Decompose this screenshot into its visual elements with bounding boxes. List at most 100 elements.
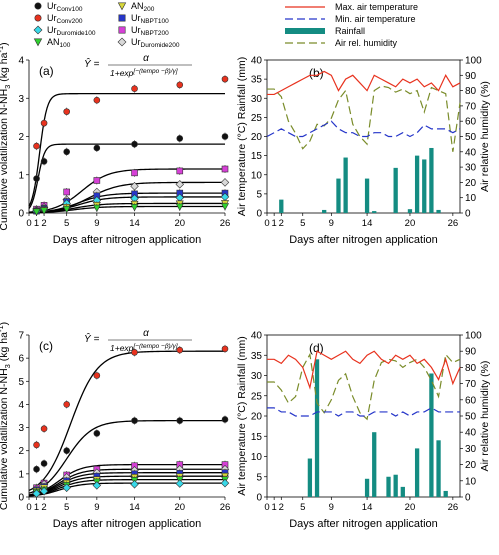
y-axis-title: Cumulative volatilization N-NH3 (kg ha-1… — [0, 322, 12, 510]
y2-tick-label: 0 — [465, 493, 471, 504]
rainfall-bar-4 — [364, 178, 370, 213]
x-tick-label: 26 — [220, 502, 231, 513]
y2-tick-label: 90 — [465, 71, 477, 82]
x-axis-title: Days after nitrogen application — [53, 234, 202, 246]
y-tick-label: 20 — [251, 132, 263, 143]
fit-curve-6 — [28, 202, 225, 214]
data-point-s2-4 — [131, 169, 138, 177]
y-tick-label: 7 — [18, 331, 24, 342]
data-point-s1-4 — [131, 85, 138, 92]
y-tick-label: 10 — [251, 452, 263, 463]
legend-marker-0 — [34, 2, 42, 10]
rainfall-bar-5 — [393, 474, 398, 497]
x-tick-label: 2 — [279, 502, 284, 513]
panel-label: (a) — [39, 64, 54, 78]
x-tick-label: 0 — [264, 502, 269, 513]
legend-label-sub: 200 — [144, 6, 155, 13]
legend-label-main: Ur — [131, 25, 141, 35]
y-axis-title: Cumulative volatilization N-NH3 (kg ha-1… — [0, 42, 12, 230]
rainfall-bar-3 — [343, 157, 348, 213]
x-tick-label: 0 — [264, 218, 269, 229]
max-temperature-line — [267, 350, 461, 390]
equation-numerator: α — [143, 328, 149, 339]
legend-label-main: Ur — [131, 13, 141, 23]
y2-tick-label: 10 — [465, 476, 477, 487]
y-axis-title-unit: (kg ha — [0, 332, 10, 364]
equation-den-exponent: [−(tempo −β)/γ] — [132, 68, 177, 75]
data-point-s7-6 — [220, 203, 230, 211]
y-tick-label: 5 — [18, 377, 24, 388]
x-tick-label: 26 — [220, 218, 231, 229]
fit-curve-2 — [28, 463, 225, 496]
y-axis-title-main: Cumulative volatilization N-NH — [0, 89, 10, 231]
data-point-s1-1 — [40, 460, 48, 467]
x-tick-label: 20 — [174, 218, 185, 229]
legend-marker-6 — [118, 26, 126, 34]
x-tick-label: 2 — [41, 218, 46, 229]
data-point-s0-4 — [131, 349, 138, 356]
x-tick-label: 1 — [34, 502, 39, 513]
legend-label-sub: Duromide100 — [57, 30, 96, 37]
legend-weather-label-0: Max. air temperature — [335, 2, 418, 12]
legend-label-4: AN200 — [131, 1, 155, 13]
legend-label-sub: NBPT100 — [141, 18, 170, 25]
equation-numerator: α — [143, 53, 149, 64]
fit-curve-3 — [28, 468, 225, 496]
rainfall-bar-6 — [400, 486, 405, 497]
y2-tick-label: 70 — [465, 379, 477, 390]
x-tick-label: 1 — [271, 502, 276, 513]
y-axis-title-sub: 3 — [3, 85, 12, 89]
rainfall-bar-10 — [429, 147, 434, 213]
legend-marker-7 — [117, 37, 127, 47]
data-point-s0-1 — [40, 425, 48, 433]
x-tick-label: 1 — [271, 218, 276, 229]
equation-denominator: 1+exp[−(tempo −β)/γ] — [110, 343, 178, 353]
rainfall-bar-9 — [422, 159, 427, 213]
x-tick-label: 2 — [279, 218, 284, 229]
y-axis-title-main: Cumulative volatilization N-NH — [0, 368, 10, 510]
legend-label-sub: Conv100 — [57, 6, 83, 13]
x-tick-label: 20 — [174, 502, 185, 513]
y2-tick-label: 100 — [465, 56, 482, 67]
legend-weather-label-3: Air rel. humidity — [335, 38, 398, 48]
data-point-s7-1 — [39, 486, 49, 496]
x-axis-title: Days after nitrogen application — [289, 234, 438, 246]
panel-label: (d) — [309, 341, 324, 355]
rainfall-bar-9 — [436, 440, 441, 497]
y2-tick-label: 10 — [465, 193, 477, 204]
data-point-s2-5 — [176, 167, 184, 175]
min-temperature-line — [266, 120, 461, 138]
rainfall-bar-0 — [279, 199, 284, 213]
data-point-s2-3 — [93, 177, 101, 184]
fit-curve-4 — [28, 192, 225, 214]
rainfall-bar-0 — [307, 458, 313, 497]
data-point-s7-0 — [32, 208, 41, 216]
y-tick-label: 35 — [251, 75, 263, 86]
legend-marker-1 — [34, 14, 42, 22]
data-point-s1-0 — [33, 142, 40, 150]
rainfall-bar-5 — [372, 211, 377, 213]
legend-marker-3 — [33, 38, 43, 47]
data-point-s0-5 — [176, 346, 184, 354]
legend-marker-5 — [118, 14, 126, 22]
rainfall-bar-1 — [322, 209, 327, 213]
y2-tick-label: 20 — [465, 178, 477, 189]
data-point-s1-5 — [176, 417, 184, 424]
x-tick-label: 9 — [329, 502, 334, 513]
y-tick-label: 15 — [251, 432, 263, 443]
x-tick-label: 1 — [34, 218, 39, 229]
x-tick-label: 14 — [129, 218, 140, 229]
y2-tick-label: 70 — [465, 101, 477, 112]
data-point-s7-5 — [175, 479, 184, 488]
fit-curve-4 — [28, 472, 225, 497]
y-tick-label: 30 — [251, 94, 263, 105]
x-tick-label: 14 — [129, 502, 140, 513]
y2-axis-title: Air relative humidity (%) — [479, 361, 491, 472]
rainfall-bar-1 — [314, 359, 320, 497]
y-tick-label: 25 — [251, 391, 263, 402]
equation-lhs: Ŷ = — [84, 332, 99, 345]
legend-weather: Max. air temperature Min. air temperature… — [285, 2, 418, 48]
